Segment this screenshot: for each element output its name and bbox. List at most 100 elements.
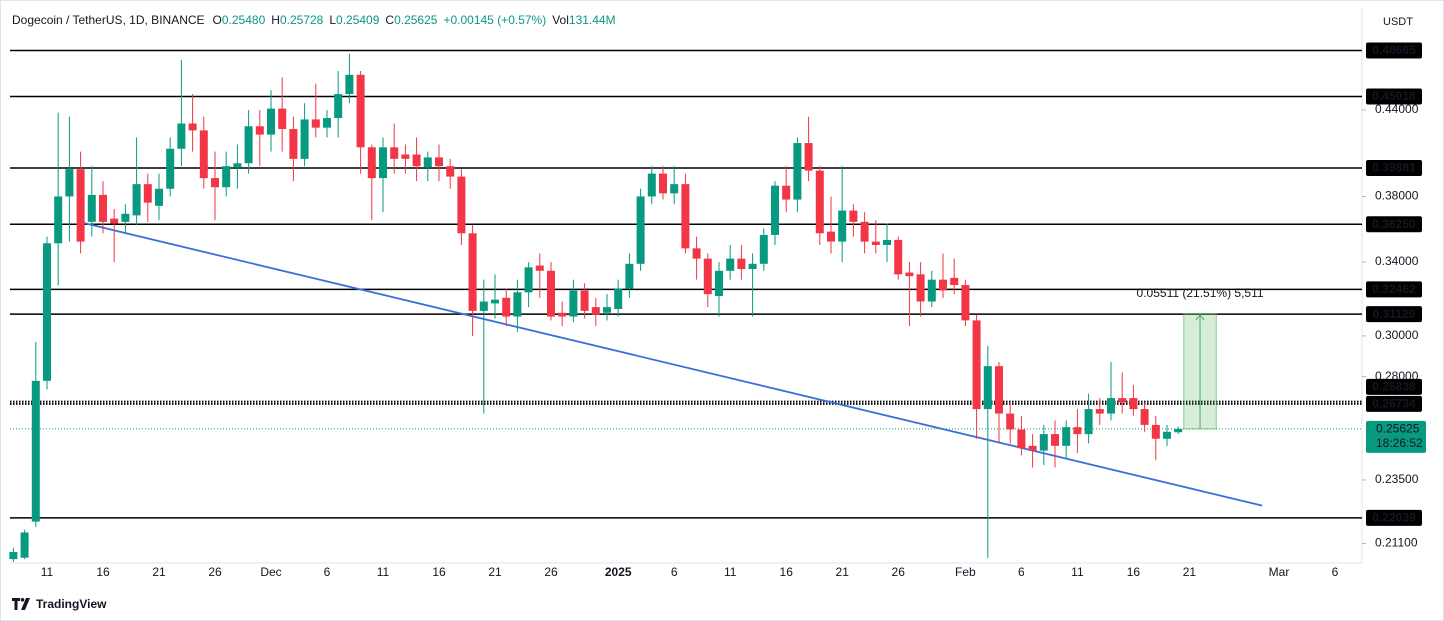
level-label: 0.26734: [1372, 397, 1416, 411]
candle-body: [1028, 445, 1037, 451]
candle-body: [177, 123, 186, 149]
x-tick-label: 2025: [605, 565, 632, 579]
candle-body: [345, 74, 354, 95]
level-label-box: [1366, 159, 1422, 176]
candle-body: [9, 551, 18, 560]
candle-body: [558, 312, 567, 317]
candle-body: [1129, 398, 1138, 410]
candle-body: [1107, 398, 1115, 414]
field-value: 0.25625: [394, 13, 438, 27]
field-value: 0.25480: [221, 13, 266, 27]
candle-body: [121, 213, 130, 222]
candle-body: [983, 366, 992, 410]
field-key: O: [212, 13, 222, 27]
x-tick-label: 6: [1018, 565, 1025, 579]
candle-body: [860, 221, 869, 242]
candle-body: [222, 166, 231, 188]
brand: TradingView: [12, 597, 106, 611]
field-key: H: [271, 13, 280, 27]
candle-body: [367, 147, 376, 179]
candle-body: [1095, 409, 1104, 414]
y-tick-label: 0.30000: [1375, 328, 1419, 342]
x-tick-label: 21: [152, 565, 166, 579]
candle-body: [703, 258, 712, 295]
candle-body: [692, 248, 701, 259]
candle-body: [1017, 429, 1026, 449]
currency[interactable]: USDT: [1383, 16, 1413, 28]
x-tick-label: 21: [836, 565, 850, 579]
level-label-box: [1366, 216, 1422, 233]
candle-body: [423, 157, 432, 168]
candle-body: [379, 147, 387, 179]
y-tick-label: 0.38000: [1375, 189, 1419, 203]
candle-body: [715, 270, 723, 296]
candle-body: [1163, 431, 1171, 439]
candle-body: [289, 129, 298, 159]
candle-body: [356, 74, 365, 148]
candle-body: [1140, 409, 1149, 425]
level-label: 0.22039: [1372, 511, 1416, 525]
candle-body: [211, 178, 219, 188]
candle-body: [390, 147, 399, 159]
level-label: 0.39881: [1372, 161, 1416, 175]
candle-body: [927, 279, 936, 302]
x-tick-label: 11: [1071, 565, 1084, 579]
y-tick-label: 0.23500: [1375, 472, 1419, 486]
level-label: 0.45018: [1372, 89, 1416, 103]
field-value: 0.25409: [336, 13, 380, 27]
field-key: Vol: [552, 13, 569, 27]
level-label-box: [1366, 395, 1422, 412]
candle-body: [300, 119, 309, 159]
candle-body: [681, 184, 690, 249]
level-label: 0.32462: [1372, 282, 1416, 296]
candle-body: [939, 279, 947, 291]
candle-body: [905, 272, 914, 277]
candle-body: [625, 263, 634, 289]
legend-header: Dogecoin / TetherUS, 1D, BINANCE O 0.2548…: [12, 13, 616, 27]
candle-body: [782, 185, 791, 200]
x-tick-label: 11: [724, 565, 737, 579]
candle-body: [155, 188, 163, 206]
candle-body: [726, 258, 735, 271]
candle-body: [43, 243, 51, 381]
x-tick-label: 26: [544, 565, 558, 579]
candle-body: [894, 239, 903, 275]
level-label-box: [1366, 42, 1422, 59]
x-tick-label: 16: [432, 565, 446, 579]
level-label-box: [1366, 306, 1422, 323]
x-tick-label: 21: [1183, 565, 1197, 579]
level-label-box: [1366, 281, 1422, 298]
candle-body: [1174, 428, 1183, 433]
candle-body: [1118, 398, 1127, 403]
level-label-box: [1366, 509, 1422, 526]
x-tick-label: 16: [96, 565, 110, 579]
candle-body: [233, 163, 242, 168]
x-tick-label: Feb: [955, 565, 976, 579]
trendline: [80, 221, 1263, 507]
x-tick-label: 16: [780, 565, 794, 579]
candle-body: [883, 239, 891, 245]
level-label-box: [1366, 88, 1422, 105]
candle-body: [614, 288, 623, 310]
candle-body: [950, 277, 959, 286]
candle-body: [99, 194, 107, 222]
candle-body: [76, 169, 85, 242]
x-tick-label: 21: [488, 565, 502, 579]
candle-body: [838, 210, 847, 242]
candle-body: [1006, 413, 1015, 430]
last-price-label: 0.25625: [1376, 422, 1420, 436]
level-label: 0.36250: [1372, 217, 1416, 231]
candle-body: [659, 173, 667, 194]
y-tick-label: 0.21100: [1375, 536, 1418, 550]
field-key: L: [329, 13, 337, 27]
candle-body: [815, 170, 824, 234]
countdown: 18:26:52: [1376, 436, 1423, 450]
candle-body: [603, 307, 611, 313]
y-tick-label: 0.34000: [1375, 254, 1419, 268]
candle-body: [849, 210, 858, 222]
candle-body: [244, 126, 253, 164]
candle-body: [323, 118, 331, 128]
